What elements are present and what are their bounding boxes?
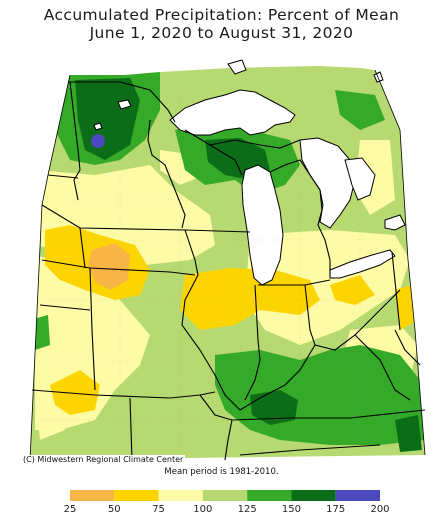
legend-swatch-25-50 bbox=[70, 490, 115, 501]
county-lines bbox=[40, 90, 420, 450]
map-title: Accumulated Precipitation: Percent of Me… bbox=[43, 6, 400, 24]
credit-label: (C) Midwestern Regional Climate Center bbox=[21, 455, 186, 465]
legend-swatch-75-100 bbox=[158, 490, 203, 501]
lake-superior bbox=[169, 89, 296, 136]
lake-ontario bbox=[384, 214, 406, 231]
legend-tick-label: 50 bbox=[107, 504, 121, 515]
legend-tick-label: 25 bbox=[63, 504, 77, 515]
lake-michigan bbox=[241, 164, 284, 286]
legend-tick-label: 175 bbox=[326, 504, 346, 515]
lake-erie bbox=[329, 249, 396, 279]
legend-swatch-150-175 bbox=[291, 490, 336, 501]
legend-swatch-100-125 bbox=[202, 490, 248, 501]
legend-tick-label: 75 bbox=[152, 504, 165, 515]
legend-tick-label: 150 bbox=[281, 504, 301, 515]
map-date-range: June 1, 2020 to August 31, 2020 bbox=[89, 24, 354, 42]
legend-tick-label: 200 bbox=[370, 504, 390, 515]
legend-tick-label: 125 bbox=[237, 504, 257, 515]
state-borders bbox=[29, 69, 426, 461]
great-lakes bbox=[93, 59, 406, 286]
legend-swatch-125-150 bbox=[247, 490, 292, 501]
legend-swatch-175-200 bbox=[335, 490, 380, 501]
legend-tick-label: 100 bbox=[193, 504, 213, 515]
mean-period-note: Mean period is 1981-2010. bbox=[164, 467, 279, 477]
georgian-bay bbox=[344, 157, 376, 201]
legend-swatch-50-75 bbox=[114, 490, 159, 501]
